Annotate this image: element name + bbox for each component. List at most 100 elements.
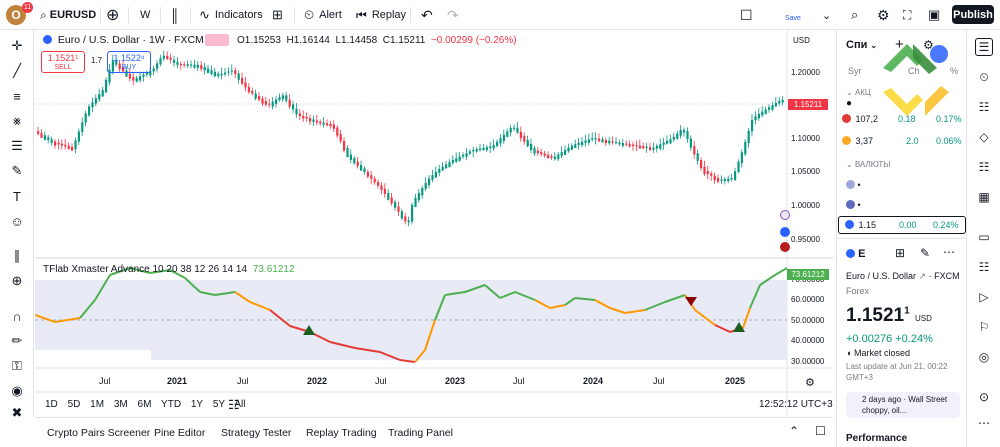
range-all[interactable]: All xyxy=(234,399,246,410)
brush-icon[interactable]: ✎ xyxy=(11,163,23,178)
tab-crypto-pairs-screener[interactable]: Crypto Pairs Screener xyxy=(47,427,151,439)
camera-icon[interactable]: ▣ xyxy=(928,7,941,22)
target-icon[interactable]: ◎ xyxy=(978,350,990,364)
ideas-icon[interactable]: ☷ xyxy=(978,260,990,274)
quick-search-icon[interactable]: ⌕ xyxy=(851,7,859,22)
ruler-icon[interactable]: ∥ xyxy=(13,248,21,263)
list-item-partial[interactable]: ● xyxy=(846,98,853,109)
details-name[interactable]: Euro / U.S. Dollar xyxy=(846,271,917,281)
details-symbol[interactable]: E xyxy=(846,248,865,260)
performance-heading[interactable]: Performance xyxy=(846,433,908,444)
column-percent[interactable]: % xyxy=(950,66,959,76)
pencil-lock-icon[interactable]: ✏ xyxy=(11,333,23,348)
save-button[interactable]: Save xyxy=(785,15,801,22)
grid-icon[interactable]: ⊞ xyxy=(895,246,906,260)
symbol-legend[interactable]: Euro / U.S. Dollar · 1W · FXCM xyxy=(43,34,204,46)
eu-flag-marker-icon[interactable] xyxy=(780,227,790,237)
candles-icon[interactable]: ║ xyxy=(170,7,180,23)
publish-button[interactable]: Publish xyxy=(952,5,994,24)
fullscreen-icon[interactable]: ⛶ xyxy=(903,7,912,22)
crosshair-icon[interactable]: ✛ xyxy=(11,38,23,53)
clock-timezone[interactable]: 12:52:12 UTC+3 xyxy=(759,399,833,410)
go-to-date-icon[interactable]: ☷ xyxy=(228,397,240,412)
collapse-panel-chevron-icon[interactable]: ⌃ xyxy=(789,424,800,438)
range-6m[interactable]: 6M xyxy=(137,399,152,410)
magnet-icon[interactable]: ∩ xyxy=(12,308,22,324)
price-chart-svg[interactable]: Jul 2021 Jul 2022 Jul 2023 Jul 2024 Jul 2025 xyxy=(35,30,833,417)
zoom-in-icon[interactable]: ⊕ xyxy=(11,273,23,288)
list-item[interactable]: 107,2 0.18 0.17% xyxy=(842,114,966,130)
list-item-fx[interactable]: • xyxy=(846,180,861,190)
symbol-search[interactable]: ⌕ EURUSD xyxy=(40,0,96,30)
trend-line-icon[interactable]: ╱ xyxy=(13,63,21,78)
layout-menu-chevron-icon[interactable]: ⌄ xyxy=(822,9,832,22)
tab-pine-editor[interactable]: Pine Editor xyxy=(154,427,206,439)
tab-strategy-tester[interactable]: Strategy Tester xyxy=(221,427,292,439)
indicator-legend[interactable]: TFlab Xmaster Advance 10 20 38 12 26 14 … xyxy=(43,264,295,275)
text-tool-icon[interactable]: T xyxy=(13,188,21,204)
time-axis[interactable]: Jul 2021 Jul 2022 Jul 2023 Jul 2024 Jul 2025 xyxy=(99,376,745,386)
range-5d[interactable]: 5D xyxy=(67,399,81,410)
alert-button[interactable]: ⏲ Alert xyxy=(304,0,342,30)
tab-trading-panel[interactable]: Trading Panel xyxy=(388,427,453,439)
external-link-icon[interactable]: ↗ xyxy=(918,271,927,281)
emoji-icon[interactable]: ☺ xyxy=(10,213,24,229)
news-card[interactable]: 2 days ago · Wall Street choppy, oil... xyxy=(846,392,960,418)
chart-area[interactable]: Jul 2021 Jul 2022 Jul 2023 Jul 2024 Jul 2025 Euro… xyxy=(35,30,833,417)
fib-retracement-icon[interactable]: ☰ xyxy=(11,138,23,153)
watchlist-settings-icon[interactable]: ⚙ xyxy=(923,38,934,52)
hotlists-icon[interactable]: ☷ xyxy=(978,160,990,174)
user-avatar[interactable]: O xyxy=(6,5,26,25)
us-flag-marker-icon[interactable] xyxy=(780,242,790,252)
help-icon[interactable]: ⊙ xyxy=(978,390,990,404)
indicators-button[interactable]: ∿ Indicators xyxy=(199,0,263,30)
compare-add-icon[interactable]: ⊕ xyxy=(106,7,120,24)
interval-button[interactable]: W xyxy=(140,9,151,21)
list-item[interactable]: 3,37 2.0 0.06% xyxy=(842,136,966,152)
pitchfork-icon[interactable]: ⨳ xyxy=(12,113,22,128)
layout-square-icon[interactable]: ☐ xyxy=(740,6,753,23)
data-window-icon[interactable]: ☷ xyxy=(978,100,990,114)
layouts-grid-icon[interactable]: ⊞ xyxy=(272,7,283,22)
list-item-selected[interactable]: 1.15 0.00 0.24% xyxy=(838,216,966,234)
chat-icon[interactable]: ▭ xyxy=(978,230,990,244)
replay-button[interactable]: ⏮ Replay xyxy=(356,0,406,30)
lock-icon[interactable]: ⚿ xyxy=(12,358,22,373)
range-3m[interactable]: 3M xyxy=(113,399,128,410)
range-1y[interactable]: 1Y xyxy=(190,399,204,410)
range-1d[interactable]: 1D xyxy=(45,399,58,410)
column-symbol[interactable]: Syr xyxy=(848,66,862,76)
tab-replay-trading[interactable]: Replay Trading xyxy=(306,427,377,439)
calendar-icon[interactable]: ▦ xyxy=(978,190,990,204)
notifications-icon[interactable]: ⚐ xyxy=(978,320,990,334)
range-5y[interactable]: 5Y xyxy=(212,399,226,410)
watchlist-title[interactable]: Спи ⌄ xyxy=(846,39,877,51)
watchlist-icon[interactable]: ☰ xyxy=(975,38,993,56)
streams-icon[interactable]: ▷ xyxy=(979,290,989,304)
more-options-icon[interactable]: ⋯ xyxy=(943,245,955,259)
buy-button[interactable]: 1.1522⁸ BUY xyxy=(107,51,151,73)
add-symbol-plus-icon[interactable]: + xyxy=(895,36,904,53)
alerts-clock-icon[interactable]: ⏲ xyxy=(979,69,989,84)
column-change[interactable]: Ch xyxy=(908,66,920,76)
range-1m[interactable]: 1M xyxy=(90,399,105,410)
section-currencies[interactable]: ⌄ ВАЛЮТЫ xyxy=(846,160,890,169)
undo-icon[interactable]: ↶ xyxy=(421,6,433,23)
axis-settings-gear-icon[interactable]: ⚙ xyxy=(805,377,815,389)
settings-gear-icon[interactable]: ⚙ xyxy=(877,6,890,23)
range-ytd[interactable]: YTD xyxy=(161,399,182,410)
list-item-fx[interactable]: • xyxy=(846,200,861,210)
trash-icon[interactable]: ✖ xyxy=(11,405,23,420)
horizontal-lines-icon[interactable]: ≡ xyxy=(13,88,21,104)
sell-button[interactable]: 1.1521¹ SELL xyxy=(41,51,85,73)
more-icon[interactable]: ⋯ xyxy=(978,416,990,430)
layers-icon[interactable]: ◇ xyxy=(979,130,989,144)
legend-eye-icon[interactable] xyxy=(205,34,229,46)
event-marker-icon[interactable] xyxy=(780,210,790,220)
maximize-panel-icon[interactable]: ☐ xyxy=(815,424,826,438)
section-stocks[interactable]: ⌄ АКЦ xyxy=(846,88,871,97)
currency-label[interactable]: USD xyxy=(793,36,810,45)
redo-icon[interactable]: ↷ xyxy=(447,6,459,23)
eye-icon[interactable]: ◉ xyxy=(11,383,23,398)
edit-icon[interactable]: ✎ xyxy=(920,246,931,260)
